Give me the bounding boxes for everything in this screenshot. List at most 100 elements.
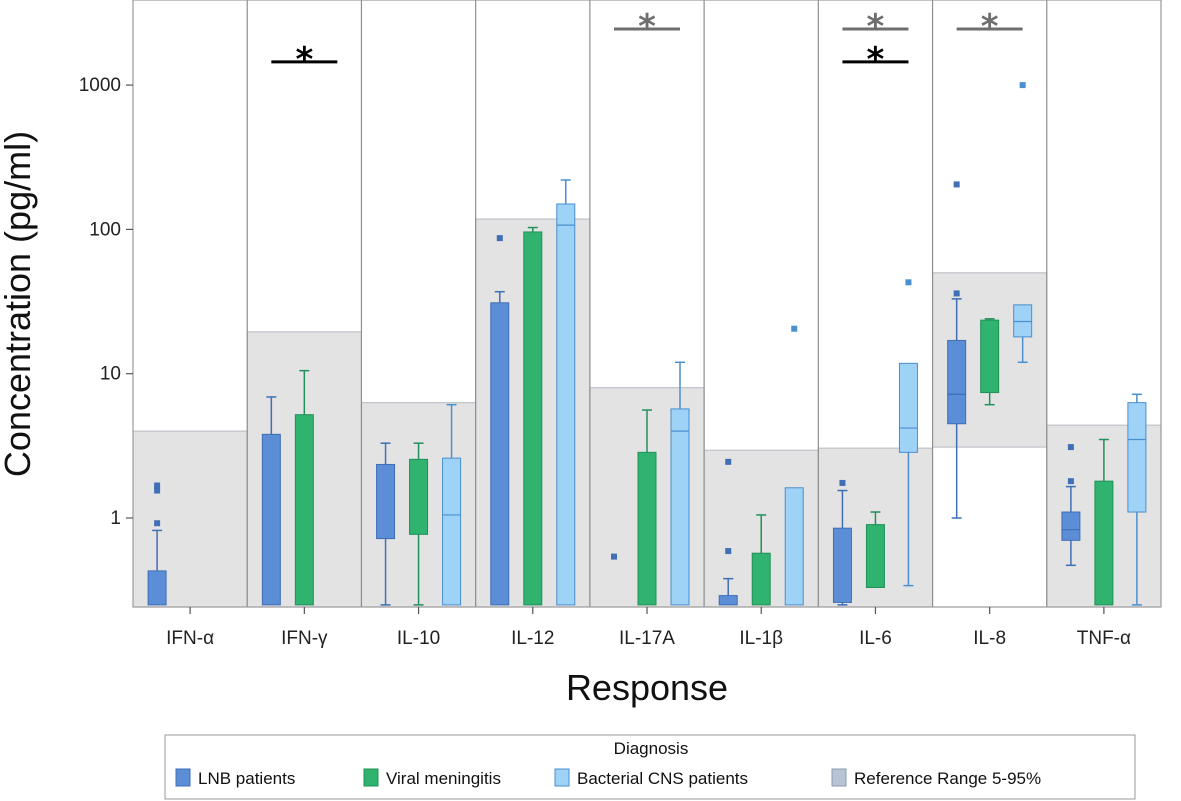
box-body xyxy=(261,433,281,606)
y-tick-label: 100 xyxy=(89,219,121,240)
box-body xyxy=(670,408,690,606)
significance-marker-il-8: * xyxy=(956,7,1023,47)
x-tick-label-ifn-alpha: IFN-α xyxy=(166,628,214,649)
box-body xyxy=(832,527,852,603)
x-tick-label-il-1beta: IL-1β xyxy=(739,628,783,649)
significance-asterisk: * xyxy=(638,7,656,47)
outlier-point xyxy=(1019,82,1026,89)
box-lnb-patients-il-1beta xyxy=(718,458,738,606)
box-viral-meningitis-tnf-alpha xyxy=(1094,438,1114,606)
box-bacterial-cns-patients-tnf-alpha xyxy=(1127,393,1147,606)
legend: Diagnosis LNB patients Viral meningitis Ba… xyxy=(164,734,1136,800)
y-axis: 1 10 100 1000 xyxy=(79,75,133,529)
box-body xyxy=(556,203,576,606)
y-tick-label: 1 xyxy=(110,508,121,529)
legend-swatch xyxy=(831,768,847,787)
x-tick-label-tnf-alpha: TNF-α xyxy=(1077,628,1131,649)
y-tick-label: 10 xyxy=(100,364,121,385)
box-viral-meningitis-il-10 xyxy=(409,442,429,606)
box-body xyxy=(980,319,1000,394)
box-body xyxy=(490,302,510,606)
legend-label: Viral meningitis xyxy=(386,769,501,788)
x-tick-label-il-10: IL-10 xyxy=(397,628,440,649)
legend-title: Diagnosis xyxy=(614,739,689,758)
x-axis: IFN-α IFN-γ IL-10 IL-12 IL-17A IL-1β IL-6 IL-8 T… xyxy=(166,607,1131,649)
box-lnb-patients-ifn-alpha xyxy=(147,482,167,606)
box-body xyxy=(1094,480,1114,606)
box-lnb-patients-ifn-gamma xyxy=(261,396,281,606)
box-body xyxy=(637,451,657,606)
outlier-point xyxy=(154,520,161,527)
significance-asterisk: * xyxy=(295,40,313,80)
outlier-point xyxy=(725,458,732,465)
box-viral-meningitis-il-8 xyxy=(980,318,1000,406)
x-tick-label-ifn-gamma: IFN-γ xyxy=(281,628,328,649)
box-body xyxy=(1013,304,1033,338)
box-viral-meningitis-il-17a xyxy=(637,409,657,606)
box-body xyxy=(294,414,314,606)
outlier-point xyxy=(953,181,960,188)
box-body xyxy=(898,362,918,453)
legend-frame xyxy=(164,734,1136,800)
box-bacterial-cns-patients-il-8 xyxy=(1013,82,1033,364)
significance-marker-il-17a: * xyxy=(614,7,680,47)
box-body xyxy=(1061,511,1081,541)
outlier-point xyxy=(839,479,846,486)
significance-asterisk: * xyxy=(867,40,885,80)
box-viral-meningitis-ifn-gamma xyxy=(294,369,314,606)
box-viral-meningitis-il-1beta xyxy=(751,514,771,606)
legend-label: Bacterial CNS patients xyxy=(577,769,748,788)
x-tick-label-il-12: IL-12 xyxy=(511,628,554,649)
legend-entries: LNB patients Viral meningitis Bacterial CN… xyxy=(175,768,1041,788)
outlier-point xyxy=(1067,478,1074,485)
box-lnb-patients-il-6 xyxy=(832,479,852,606)
category-dividers xyxy=(246,0,1048,607)
y-axis-title: Concentration (pg/ml) xyxy=(0,131,38,477)
box-bacterial-cns-patients-il-17a xyxy=(670,361,690,606)
box-body xyxy=(1127,402,1147,513)
box-lnb-patients-il-12 xyxy=(490,235,510,606)
outlier-point xyxy=(791,325,798,332)
box-viral-meningitis-il-6 xyxy=(865,511,885,588)
legend-swatch xyxy=(363,768,379,787)
outlier-point xyxy=(611,553,617,560)
outlier-point xyxy=(953,290,960,297)
box-lnb-patients-il-10 xyxy=(376,442,396,606)
outlier-point xyxy=(496,235,503,242)
box-layer xyxy=(147,82,1147,606)
box-bacterial-cns-patients-il-12 xyxy=(556,179,576,606)
box-bacterial-cns-patients-il-1beta xyxy=(784,325,804,606)
box-body xyxy=(147,570,167,606)
x-tick-label-il-6: IL-6 xyxy=(859,628,892,649)
box-body xyxy=(784,487,804,606)
y-tick-label: 1000 xyxy=(79,75,121,96)
legend-swatch xyxy=(554,768,570,787)
significance-asterisk: * xyxy=(981,7,999,47)
box-body xyxy=(865,524,885,588)
outlier-point xyxy=(905,279,912,286)
box-body xyxy=(376,463,396,540)
box-bacterial-cns-patients-il-6 xyxy=(898,279,918,587)
legend-entry-viral-meningitis: Viral meningitis xyxy=(363,768,501,788)
significance-marker-ifn-gamma: * xyxy=(271,40,338,80)
outlier-point xyxy=(725,548,732,555)
significance-asterisk: * xyxy=(867,7,885,47)
box-bacterial-cns-patients-il-10 xyxy=(442,403,462,606)
box-lnb-patients-il-8 xyxy=(947,181,967,519)
box-lnb-patients-il-17a xyxy=(611,553,617,560)
significance-layer: ** *** xyxy=(271,7,1023,80)
legend-entry-bacterial-cns-patients: Bacterial CNS patients xyxy=(554,768,748,788)
significance-marker-il-6: * xyxy=(842,40,909,80)
box-body xyxy=(409,458,429,535)
x-axis-title: Response xyxy=(566,667,728,708)
x-tick-label-il-17a: IL-17A xyxy=(619,628,675,649)
legend-entry-lnb-patients: LNB patients xyxy=(175,768,295,788)
outlier-point xyxy=(154,482,161,489)
box-body xyxy=(523,231,543,606)
outlier-point xyxy=(1067,444,1074,451)
box-body xyxy=(718,595,738,606)
legend-label: Reference Range 5-95% xyxy=(854,769,1041,788)
outlier-point xyxy=(154,487,161,494)
legend-entry-reference-range-5-95: Reference Range 5-95% xyxy=(831,768,1041,788)
